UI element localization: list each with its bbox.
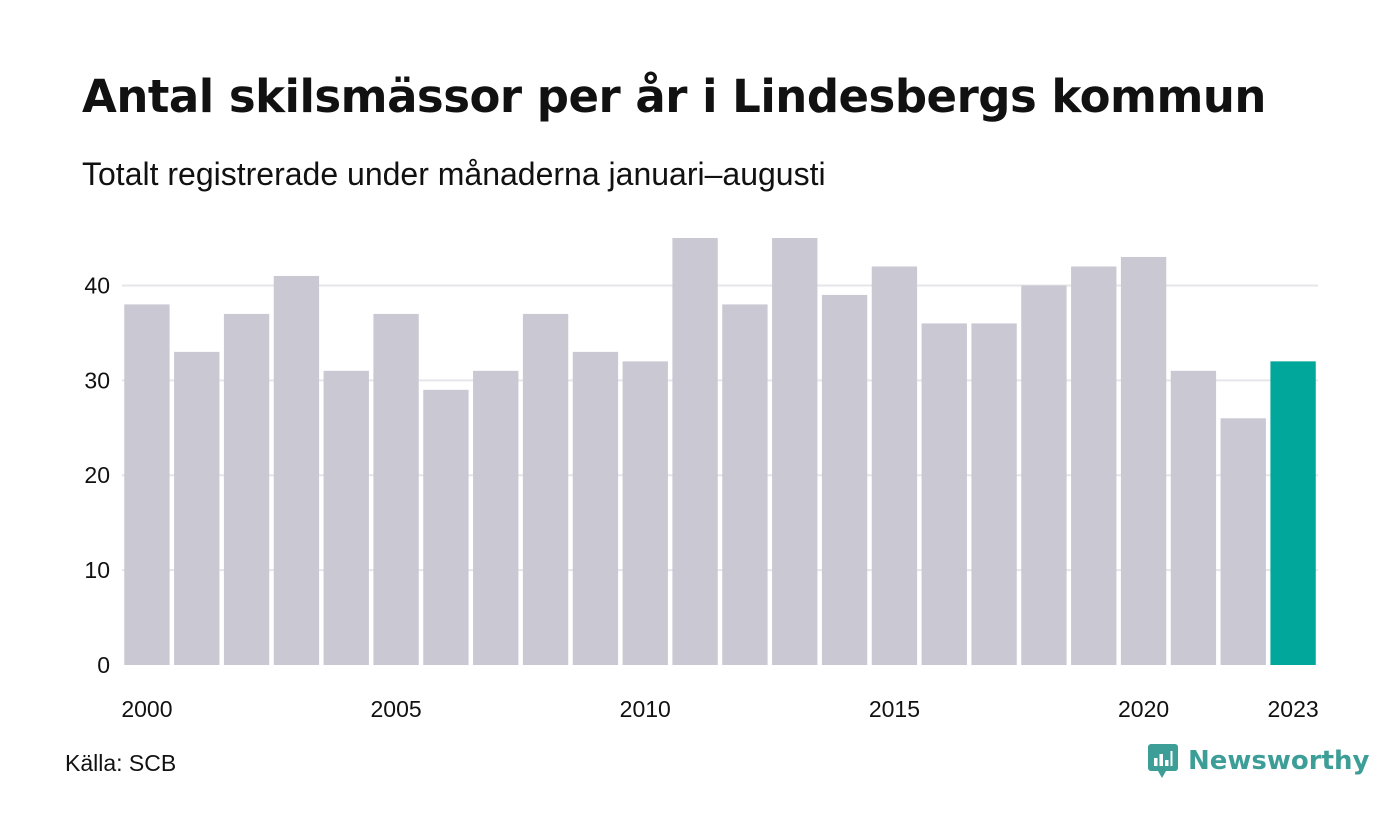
bar-2015 (871, 266, 918, 665)
bar-2016 (921, 323, 967, 665)
y-tick-label: 0 (97, 652, 110, 678)
x-tick-label: 2000 (121, 696, 172, 722)
bar-2010 (622, 361, 668, 665)
bar-2002 (223, 313, 270, 665)
bar-2022 (1220, 418, 1266, 665)
y-tick-label: 30 (84, 367, 110, 393)
x-tick-label: 2023 (1267, 696, 1318, 722)
bar-2014 (821, 294, 868, 665)
bar-2021 (1170, 370, 1217, 665)
bar-2001 (174, 351, 220, 665)
x-tick-label: 2020 (1118, 696, 1169, 722)
bar-chart: 0 10 20 30 40 2000 2005 2010 2015 2020 2023 (84, 238, 1319, 722)
source-note: Källa: SCB (65, 750, 177, 776)
brand-name: Newsworthy (1188, 746, 1370, 776)
bar-2006 (423, 389, 469, 665)
bar-2011 (672, 238, 718, 665)
bar-2019 (1071, 266, 1117, 665)
y-tick-label: 40 (84, 272, 110, 298)
bar-2023 (1270, 361, 1316, 665)
y-tick-label: 10 (84, 557, 110, 583)
bar-2018 (1021, 285, 1067, 665)
bar-2008 (522, 313, 569, 665)
bar-2013 (772, 238, 818, 665)
x-tick-label: 2010 (620, 696, 671, 722)
bar-2000 (124, 304, 170, 665)
bar-2009 (572, 351, 619, 665)
newsworthy-logo-icon (1148, 744, 1178, 778)
y-tick-label: 20 (84, 462, 110, 488)
bar-2004 (323, 370, 369, 665)
x-tick-label: 2015 (869, 696, 920, 722)
bar-2005 (373, 313, 419, 665)
bar-2007 (473, 370, 519, 665)
bar-2020 (1120, 256, 1167, 665)
x-tick-label: 2005 (370, 696, 421, 722)
bar-2003 (273, 275, 320, 665)
chart-title: Antal skilsmässor per år i Lindesbergs k… (82, 70, 1266, 123)
bar-2012 (722, 304, 768, 665)
chart-subtitle: Totalt registrerade under månaderna janu… (82, 156, 826, 192)
bar-2017 (971, 323, 1017, 665)
brand: Newsworthy (1148, 744, 1369, 778)
